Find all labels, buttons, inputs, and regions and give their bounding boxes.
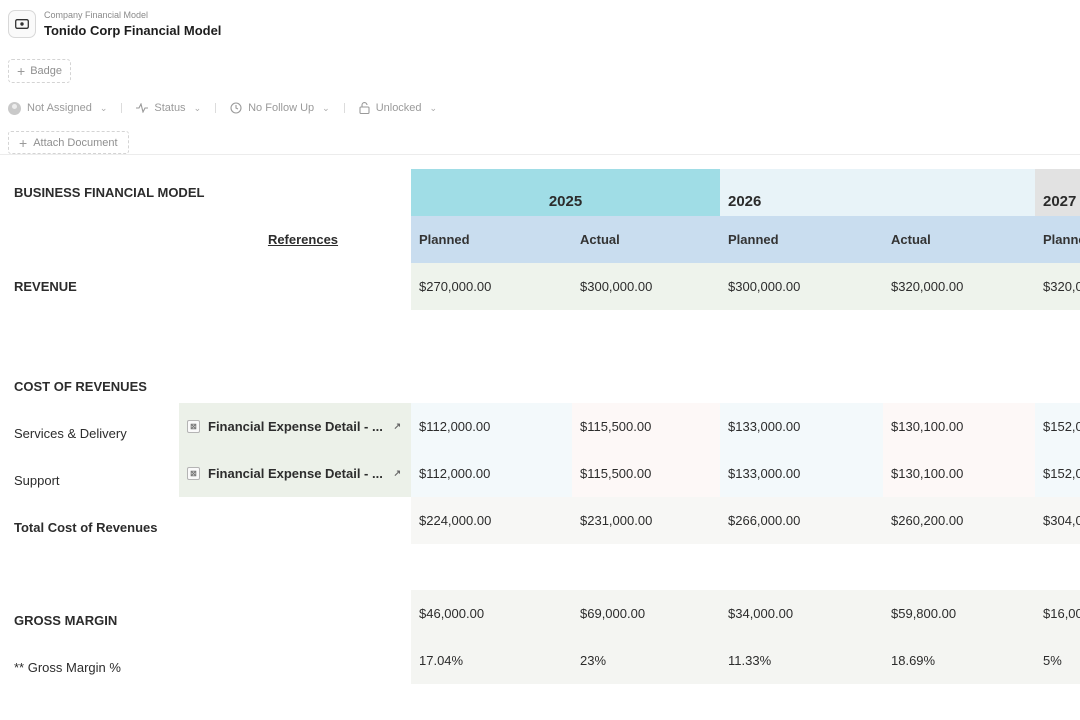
gross-margin-pct-cell[interactable]: 17.04%	[411, 637, 572, 684]
gross-margin-cell[interactable]: $59,800.00	[883, 590, 1035, 637]
gross-margin-pct-cell[interactable]: 18.69%	[883, 637, 1035, 684]
cost-cell[interactable]: $152,000.00	[1035, 403, 1080, 450]
lock-label: Unlocked	[375, 102, 422, 114]
assignee-dropdown[interactable]: Not Assigned ⌄	[8, 101, 108, 115]
total-cost-label: Total Cost of Revenues	[14, 520, 158, 535]
revenue-cell[interactable]: $300,000.00	[720, 263, 883, 310]
col-planned-2027: Planned	[1035, 216, 1080, 263]
total-cost-cell[interactable]: $304,000.00	[1035, 497, 1080, 544]
cost-cell[interactable]: $112,000.00	[411, 403, 572, 450]
revenue-cell[interactable]: $300,000.00	[572, 263, 720, 310]
follow-up-label: No Follow Up	[248, 102, 315, 114]
plus-icon: +	[19, 134, 28, 151]
divider	[343, 103, 345, 113]
total-cost-cell[interactable]: $231,000.00	[572, 497, 720, 544]
reference-label: Financial Expense Detail - ...	[208, 466, 383, 481]
year-header-2026: 2026	[720, 169, 1035, 216]
page-title: Tonido Corp Financial Model	[44, 23, 222, 38]
revenue-cell[interactable]: $320,000.00	[883, 263, 1035, 310]
activity-icon	[136, 103, 149, 113]
gross-margin-cell[interactable]: $46,000.00	[411, 590, 572, 637]
add-badge-button[interactable]: + Badge	[8, 59, 71, 83]
breadcrumb[interactable]: Company Financial Model	[44, 10, 149, 20]
cost-cell[interactable]: $152,000.00	[1035, 450, 1080, 497]
status-label: Status	[154, 102, 186, 114]
document-header: Company Financial Model Tonido Corp Fina…	[0, 0, 1080, 155]
cost-of-revenues-label: COST OF REVENUES	[14, 379, 147, 394]
divider	[121, 103, 123, 113]
col-planned-2025: Planned	[411, 216, 572, 263]
badge-button-label: Badge	[30, 65, 62, 77]
gross-margin-cell[interactable]: $34,000.00	[720, 590, 883, 637]
revenue-cell[interactable]: $270,000.00	[411, 263, 572, 310]
chevron-down-icon: ⌄	[99, 102, 108, 113]
property-bar: Not Assigned ⌄ Status ⌄ No Follow Up ⌄ U…	[8, 100, 437, 116]
document-link-icon: ⊠	[187, 420, 200, 433]
clock-icon	[230, 102, 242, 114]
status-dropdown[interactable]: Status ⌄	[136, 102, 201, 114]
plus-icon: +	[17, 63, 26, 79]
unlock-icon	[359, 102, 370, 114]
open-external-icon[interactable]: ↗	[393, 468, 401, 478]
revenue-label: REVENUE	[14, 279, 77, 294]
assignee-label: Not Assigned	[27, 102, 92, 114]
avatar-icon	[8, 101, 21, 115]
follow-up-dropdown[interactable]: No Follow Up ⌄	[230, 102, 330, 114]
year-header-2025: 2025	[411, 169, 720, 216]
reference-link[interactable]: ⊠ Financial Expense Detail - ... ↗	[179, 403, 411, 450]
reference-link[interactable]: ⊠ Financial Expense Detail - ... ↗	[179, 450, 411, 497]
gross-margin-label: GROSS MARGIN	[14, 613, 118, 628]
col-actual-2026: Actual	[883, 216, 1035, 263]
lock-dropdown[interactable]: Unlocked ⌄	[359, 102, 437, 114]
gross-margin-pct-label: ** Gross Margin %	[14, 660, 121, 675]
attach-document-button[interactable]: + Attach Document	[8, 131, 129, 154]
references-header[interactable]: References	[267, 232, 339, 247]
financial-model-sheet: BUSINESS FINANCIAL MODEL 2025 2026 2027 …	[0, 169, 1080, 720]
cost-cell[interactable]: $130,100.00	[883, 403, 1035, 450]
services-delivery-label: Services & Delivery	[14, 426, 127, 441]
gross-margin-pct-cell[interactable]: 11.33%	[720, 637, 883, 684]
col-actual-2025: Actual	[572, 216, 720, 263]
gross-margin-cell[interactable]: $69,000.00	[572, 590, 720, 637]
total-cost-cell[interactable]: $260,200.00	[883, 497, 1035, 544]
divider	[215, 103, 217, 113]
total-cost-cell[interactable]: $224,000.00	[411, 497, 572, 544]
cost-cell[interactable]: $115,500.00	[572, 450, 720, 497]
attach-button-label: Attach Document	[33, 136, 118, 149]
cost-cell[interactable]: $115,500.00	[572, 403, 720, 450]
chevron-down-icon: ⌄	[429, 102, 438, 113]
year-header-2027: 2027	[1035, 169, 1080, 216]
chevron-down-icon: ⌄	[193, 102, 202, 113]
gross-margin-pct-cell[interactable]: 23%	[572, 637, 720, 684]
gross-margin-pct-cell[interactable]: 5%	[1035, 637, 1080, 684]
document-link-icon: ⊠	[187, 467, 200, 480]
gross-margin-cell[interactable]: $16,000.00	[1035, 590, 1080, 637]
reference-label: Financial Expense Detail - ...	[208, 419, 383, 434]
open-external-icon[interactable]: ↗	[393, 421, 401, 431]
cost-cell[interactable]: $130,100.00	[883, 450, 1035, 497]
total-cost-cell[interactable]: $266,000.00	[720, 497, 883, 544]
sheet-title: BUSINESS FINANCIAL MODEL	[14, 185, 205, 200]
cost-cell[interactable]: $133,000.00	[720, 403, 883, 450]
support-label: Support	[14, 473, 60, 488]
col-planned-2026: Planned	[720, 216, 883, 263]
cost-cell[interactable]: $112,000.00	[411, 450, 572, 497]
cost-cell[interactable]: $133,000.00	[720, 450, 883, 497]
money-icon[interactable]	[8, 10, 36, 38]
chevron-down-icon: ⌄	[322, 102, 330, 113]
revenue-cell[interactable]: $320,000.00	[1035, 263, 1080, 310]
